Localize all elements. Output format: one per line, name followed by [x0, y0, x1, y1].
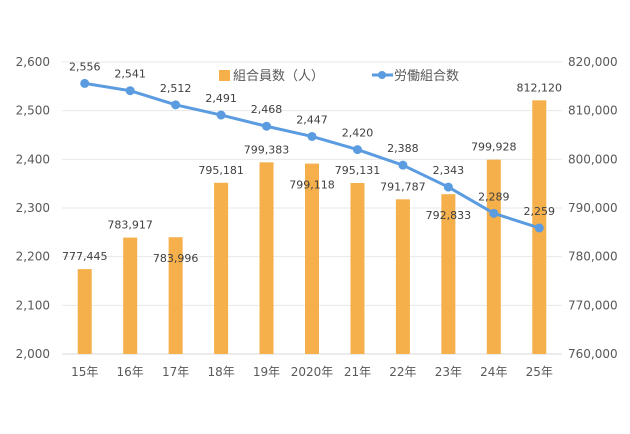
legend-line-label: 労働組合数 [394, 69, 459, 84]
line-data-label: 2,468 [251, 103, 283, 116]
line-data-label: 2,541 [114, 68, 146, 81]
bar [441, 194, 456, 354]
line-data-label: 2,388 [387, 142, 419, 155]
bar [214, 182, 229, 354]
bar [395, 199, 410, 354]
x-tick-label: 16年 [117, 365, 144, 379]
line-data-label: 2,420 [342, 127, 374, 140]
left-axis: 2,000 2,100 2,200 2,300 2,400 2,500 2,600 [16, 55, 50, 361]
left-tick-label: 2,400 [16, 152, 50, 166]
right-tick-label: 770,000 [568, 298, 618, 312]
bar [168, 237, 183, 354]
right-tick-label: 760,000 [568, 347, 618, 361]
legend-bar-label: 組合員数（人） [233, 69, 324, 84]
left-tick-label: 2,000 [16, 347, 50, 361]
line-data-label: 2,556 [69, 60, 101, 73]
x-tick-label: 24年 [480, 365, 507, 379]
bar-data-label: 799,118 [289, 179, 335, 192]
line-point [262, 121, 272, 131]
left-tick-label: 2,500 [16, 104, 50, 118]
left-tick-label: 2,200 [16, 250, 50, 264]
bar-data-label: 791,787 [380, 180, 426, 193]
bar [259, 162, 274, 354]
x-tick-label: 19年 [253, 365, 280, 379]
x-tick-label: 17年 [162, 365, 189, 379]
x-tick-label: 23年 [435, 365, 462, 379]
legend: 組合員数（人） 労働組合数 [219, 69, 459, 84]
bar-data-label: 795,131 [335, 164, 381, 177]
bar-data-label: 799,928 [471, 141, 517, 154]
line-series: 2,556 2,541 2,512 2,491 2,468 2,447 2,420 2,388… [69, 60, 556, 233]
line-data-label: 2,491 [205, 92, 237, 105]
line-point [171, 100, 181, 110]
x-tick-label: 18年 [207, 365, 234, 379]
x-tick-label: 21年 [344, 365, 371, 379]
line-point [443, 182, 453, 192]
line-point [352, 145, 362, 155]
bar-data-label: 792,833 [426, 209, 472, 222]
line-point [398, 160, 408, 170]
bar-data-label: 812,120 [517, 81, 563, 94]
right-tick-label: 800,000 [568, 152, 618, 166]
bar [486, 159, 501, 354]
right-tick-label: 810,000 [568, 104, 618, 118]
right-axis: 760,000 770,000 780,000 790,000 800,000 810,0… [568, 55, 618, 361]
x-axis: 15年 16年 17年 18年 19年 2020年 21年 22年 23年 24年 25年 [71, 365, 553, 379]
left-tick-label: 2,300 [16, 201, 50, 215]
bar [350, 183, 365, 354]
line-point [125, 86, 135, 96]
x-tick-label: 22年 [389, 365, 416, 379]
left-tick-label: 2,600 [16, 55, 50, 69]
line-data-label: 2,512 [160, 82, 192, 95]
bar [123, 237, 138, 354]
right-tick-label: 820,000 [568, 55, 618, 69]
bar [77, 269, 92, 354]
bar-data-label: 799,383 [244, 143, 290, 156]
line-point [534, 223, 544, 233]
right-tick-label: 790,000 [568, 201, 618, 215]
bar-data-label: 795,181 [198, 164, 244, 177]
line-data-label: 2,259 [524, 205, 556, 218]
bar [305, 163, 319, 354]
legend-line-marker [378, 71, 386, 79]
line-point [307, 131, 317, 141]
line-data-label: 2,447 [296, 113, 328, 126]
line-point [489, 208, 499, 218]
x-tick-label: 25年 [526, 365, 553, 379]
right-tick-label: 780,000 [568, 250, 618, 264]
bar-data-label: 783,917 [107, 219, 153, 232]
x-tick-label: 2020年 [291, 365, 334, 379]
left-tick-label: 2,100 [16, 298, 50, 312]
line-point [80, 78, 90, 88]
x-tick-label: 15年 [71, 365, 98, 379]
bar-data-label: 777,445 [62, 250, 108, 263]
legend-bar-swatch [219, 70, 230, 81]
line-data-label: 2,289 [478, 190, 510, 203]
bar-data-label: 783,996 [153, 252, 199, 265]
line-point [216, 110, 226, 120]
line-data-label: 2,343 [433, 164, 465, 177]
